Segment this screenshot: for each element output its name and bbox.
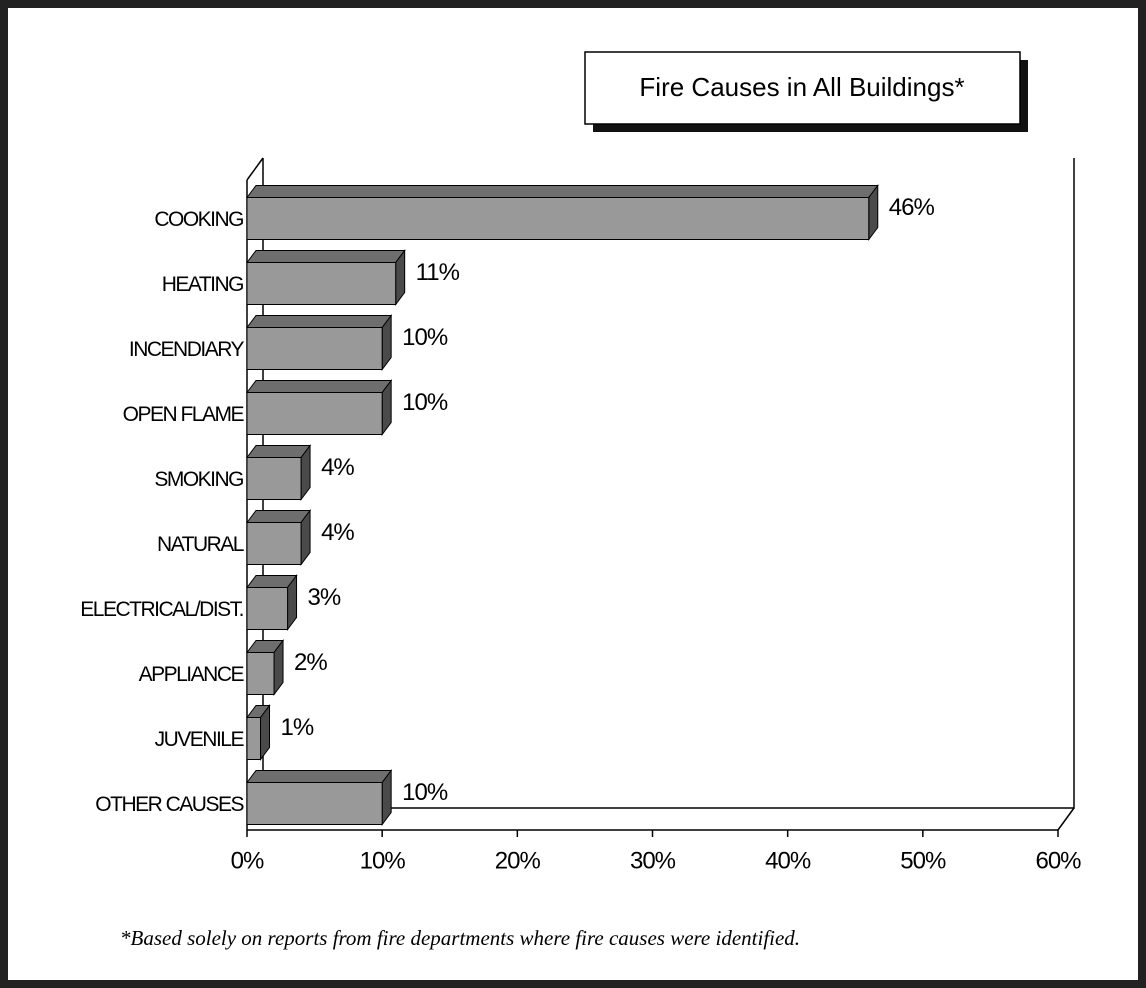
bar-front <box>246 197 870 240</box>
y-tick-label: INCENDIARY <box>129 338 245 361</box>
bar <box>246 509 312 566</box>
x-tick-label: 40% <box>765 847 811 874</box>
chart-title: Fire Causes in All Buildings* <box>639 72 964 102</box>
value-label: 1% <box>281 714 314 741</box>
bar-top <box>246 510 312 523</box>
y-tick-label: HEATING <box>162 273 243 296</box>
bar-top <box>246 445 312 458</box>
value-label: 46% <box>889 194 935 221</box>
bar-front <box>246 327 383 370</box>
value-label: 11% <box>416 259 460 286</box>
bar-front <box>246 262 397 305</box>
value-label: 10% <box>402 779 448 806</box>
bar-top <box>246 315 393 328</box>
bar-front <box>246 392 383 435</box>
x-tick-label: 20% <box>495 847 541 874</box>
bar-top <box>246 770 393 783</box>
x-tick-label: 0% <box>231 847 264 874</box>
bar <box>246 639 285 696</box>
y-tick-label: JUVENILE <box>155 728 245 751</box>
left-wall-top <box>246 157 264 181</box>
value-label: 2% <box>294 649 327 676</box>
y-tick-label: OPEN FLAME <box>123 403 245 426</box>
bar-top <box>246 250 406 263</box>
bar-front <box>246 457 302 500</box>
y-tick-label: NATURAL <box>157 533 244 556</box>
bar <box>246 769 393 826</box>
value-label: 10% <box>402 324 448 351</box>
x-tick-label: 50% <box>900 847 946 874</box>
bar-front <box>246 652 275 695</box>
footnote: *Based solely on reports from fire depar… <box>120 926 800 950</box>
value-label: 4% <box>321 454 354 481</box>
y-tick-label: APPLIANCE <box>139 663 245 686</box>
value-label: 10% <box>402 389 448 416</box>
bar <box>246 704 271 761</box>
bar-front <box>246 782 383 825</box>
value-label: 4% <box>321 519 354 546</box>
bar <box>246 444 312 501</box>
bar <box>246 379 393 436</box>
bar <box>246 574 298 631</box>
bar-front <box>246 717 262 760</box>
y-tick-label: SMOKING <box>154 468 243 491</box>
x-tick-label: 10% <box>360 847 406 874</box>
y-tick-label: COOKING <box>154 208 243 231</box>
bar-front <box>246 522 302 565</box>
bar <box>246 314 393 371</box>
y-tick-label: ELECTRICAL/DIST. <box>80 598 243 621</box>
y-tick-label: OTHER CAUSES <box>95 793 244 816</box>
bar-front <box>246 587 289 630</box>
bar <box>246 249 406 306</box>
title-box <box>584 51 1021 125</box>
floor-right <box>1057 807 1075 831</box>
x-tick-label: 30% <box>630 847 676 874</box>
bar-top <box>246 380 393 393</box>
value-label: 3% <box>308 584 341 611</box>
x-tick-label: 60% <box>1035 847 1081 874</box>
bar <box>246 184 879 241</box>
bar-top <box>246 185 879 198</box>
